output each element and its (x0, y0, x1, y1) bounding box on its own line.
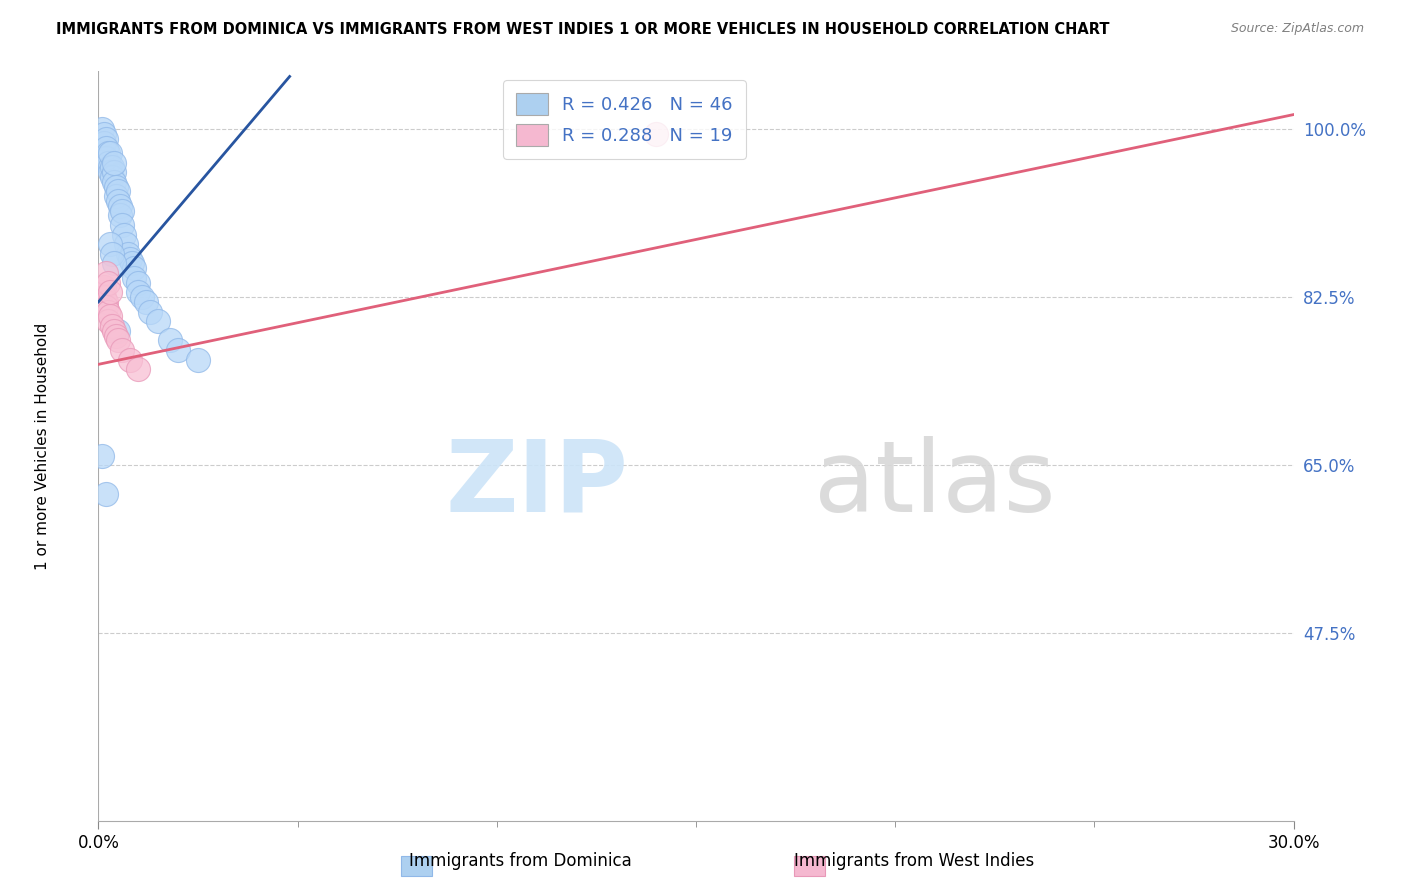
Point (103, 324, 125, 338)
Text: ZIP: ZIP (446, 436, 628, 533)
Point (98, 165, 122, 179)
Point (139, 304, 162, 318)
Point (127, 362, 149, 376)
Point (131, 290, 153, 304)
Point (115, 237, 138, 252)
Point (111, 218, 134, 232)
Point (107, 185, 129, 199)
Point (127, 285, 149, 300)
Point (117, 247, 139, 261)
Point (127, 276, 149, 290)
Point (101, 247, 124, 261)
Point (96, 266, 118, 280)
Point (121, 256, 143, 270)
Point (101, 318, 124, 333)
Point (112, 227, 135, 242)
Point (135, 294, 157, 309)
Point (93, 280, 115, 294)
Point (91, 122, 114, 136)
Point (96, 300, 118, 314)
Point (111, 203, 134, 218)
Point (96, 294, 118, 309)
Text: 1 or more Vehicles in Household: 1 or more Vehicles in Household (35, 322, 49, 570)
Point (120, 352, 142, 367)
Point (110, 209, 132, 223)
Point (110, 199, 132, 213)
Point (96, 131, 118, 145)
Point (105, 189, 128, 203)
Point (93, 290, 115, 304)
Point (101, 169, 124, 184)
Point (96, 141, 118, 155)
Point (101, 161, 124, 175)
Point (107, 194, 129, 208)
Point (105, 179, 128, 194)
Legend: R = 0.426   N = 46, R = 0.288   N = 19: R = 0.426 N = 46, R = 0.288 N = 19 (503, 80, 745, 159)
Point (167, 343, 190, 357)
Point (107, 334, 129, 348)
Point (124, 271, 146, 285)
Point (111, 343, 134, 357)
Point (103, 256, 125, 270)
Text: Immigrants from West Indies: Immigrants from West Indies (794, 852, 1033, 870)
Point (97, 155, 120, 169)
Point (645, 127, 668, 141)
Point (91, 285, 114, 300)
Point (97, 276, 120, 290)
Point (97, 314, 120, 328)
Point (107, 324, 129, 338)
Point (103, 165, 125, 179)
Point (93, 127, 115, 141)
Point (148, 314, 170, 328)
Point (98, 237, 122, 252)
Point (103, 155, 125, 169)
Point (159, 334, 181, 348)
Point (124, 261, 146, 276)
Text: Immigrants from Dominica: Immigrants from Dominica (409, 852, 631, 870)
Text: atlas: atlas (814, 436, 1056, 533)
Point (120, 252, 142, 266)
Point (187, 352, 209, 367)
Point (98, 310, 122, 324)
Point (97, 304, 120, 318)
Point (97, 146, 120, 161)
Point (103, 175, 125, 189)
Point (91, 449, 114, 463)
Point (98, 285, 122, 300)
Point (98, 161, 122, 175)
Point (96, 151, 118, 165)
Text: Source: ZipAtlas.com: Source: ZipAtlas.com (1230, 22, 1364, 36)
Text: IMMIGRANTS FROM DOMINICA VS IMMIGRANTS FROM WEST INDIES 1 OR MORE VEHICLES IN HO: IMMIGRANTS FROM DOMINICA VS IMMIGRANTS F… (56, 22, 1109, 37)
Point (98, 146, 122, 161)
Point (93, 136, 115, 151)
Point (105, 328, 128, 343)
Point (96, 487, 118, 501)
